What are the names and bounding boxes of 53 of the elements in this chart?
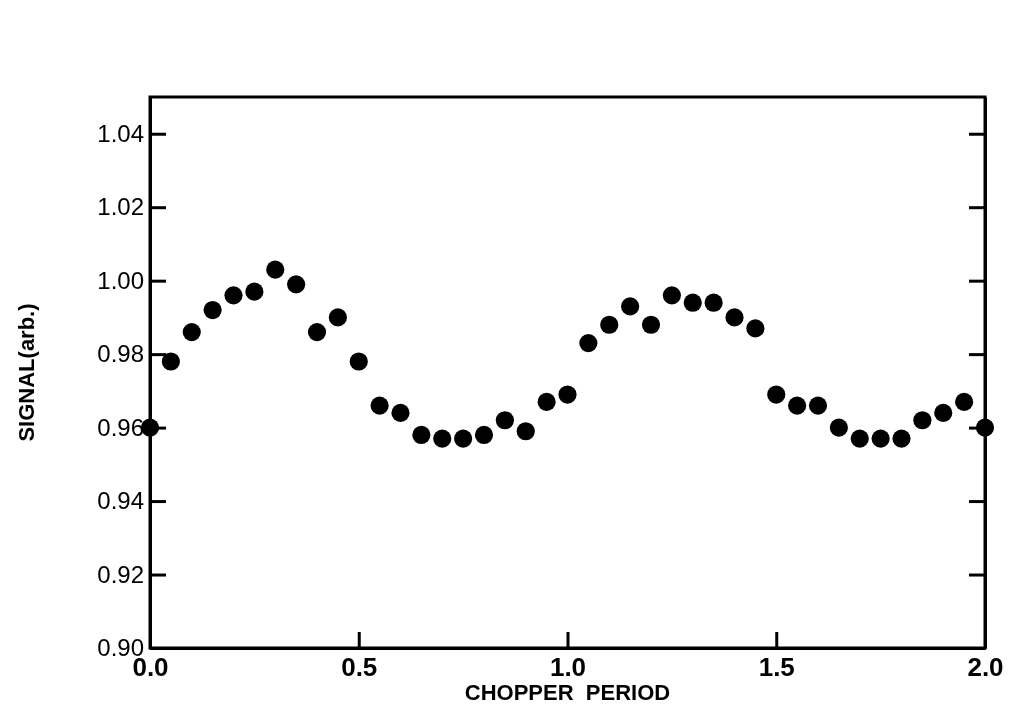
y-tick-label: 1.02: [97, 193, 144, 221]
y-tick-label: 0.92: [97, 560, 144, 588]
point: [871, 429, 890, 448]
point: [704, 293, 723, 312]
x-tick-label: 2.0: [967, 652, 1004, 683]
y-tick-label: 1.00: [97, 266, 144, 294]
point: [203, 300, 222, 320]
point: [892, 429, 911, 448]
point: [767, 385, 786, 404]
x-axis-title: CHOPPER PERIOD: [464, 680, 671, 705]
point: [975, 418, 995, 437]
point: [349, 352, 368, 371]
point: [683, 293, 702, 312]
x-tick-label: 1.0: [549, 652, 587, 683]
point: [600, 315, 619, 334]
point: [621, 297, 640, 316]
point: [850, 429, 869, 448]
point: [934, 403, 953, 422]
point: [829, 418, 848, 437]
point: [412, 425, 431, 445]
point: [746, 319, 765, 338]
point: [955, 392, 974, 411]
point: [433, 429, 452, 448]
x-tick-label: 1.5: [758, 652, 795, 683]
point: [266, 260, 285, 279]
point: [537, 392, 556, 411]
point: [370, 396, 389, 415]
point: [788, 396, 807, 415]
point: [913, 411, 932, 430]
y-tick-label: 0.96: [97, 413, 144, 441]
point: [161, 352, 180, 371]
point: [808, 396, 828, 415]
y-axis-title: SIGNAL(arb.): [14, 303, 39, 442]
point: [641, 315, 661, 334]
y-tick-label: 0.98: [97, 340, 144, 368]
point: [474, 425, 494, 445]
point: [307, 323, 327, 342]
point: [495, 411, 514, 430]
y-tick-label: 0.94: [97, 487, 144, 515]
point: [182, 323, 201, 342]
point: [287, 275, 306, 294]
point: [391, 403, 410, 422]
point: [662, 286, 681, 305]
point: [328, 308, 347, 327]
point: [579, 334, 598, 353]
point: [516, 422, 535, 441]
point: [725, 308, 744, 327]
point: [224, 286, 243, 305]
x-tick-label: 0.5: [341, 652, 378, 683]
y-tick-label: 1.04: [97, 119, 144, 147]
point: [454, 429, 473, 448]
point: [558, 385, 577, 404]
point: [245, 282, 264, 301]
